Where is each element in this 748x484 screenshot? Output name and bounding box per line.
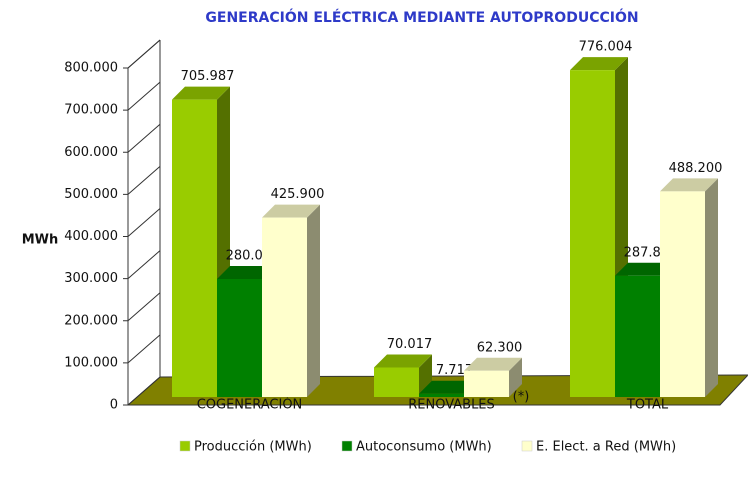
legend-swatch bbox=[521, 440, 533, 452]
bar-face bbox=[307, 204, 320, 397]
bar-face bbox=[705, 178, 718, 397]
tick-mark bbox=[123, 292, 161, 322]
value-label: 62.300 bbox=[477, 340, 523, 355]
bar-face bbox=[615, 262, 673, 276]
tick-mark bbox=[123, 334, 161, 364]
bar-face bbox=[172, 99, 217, 398]
bar-face bbox=[464, 370, 509, 397]
bar-face bbox=[419, 380, 477, 394]
legend-swatch bbox=[341, 440, 353, 452]
legend-label: E. Elect. a Red (MWh) bbox=[536, 440, 676, 455]
tick-mark bbox=[123, 81, 161, 111]
bar bbox=[374, 354, 432, 397]
bar-face bbox=[374, 354, 432, 368]
bar-face bbox=[660, 178, 718, 192]
bar-face bbox=[509, 357, 522, 397]
x-tick-label: TOTAL bbox=[626, 398, 669, 413]
bar-face bbox=[464, 357, 522, 371]
annotation: (*) bbox=[513, 390, 530, 405]
tick-mark bbox=[123, 39, 161, 69]
bar-face bbox=[374, 367, 419, 397]
tick-mark bbox=[123, 208, 161, 237]
y-tick-label: 300.000 bbox=[64, 271, 118, 286]
bar-face bbox=[217, 266, 275, 280]
legend-swatch bbox=[179, 440, 191, 452]
tick-mark bbox=[123, 376, 161, 406]
y-tick-label: 500.000 bbox=[64, 187, 118, 202]
y-axis-label: MWh bbox=[22, 233, 59, 248]
tick-mark bbox=[123, 123, 161, 153]
bar-face bbox=[615, 275, 660, 397]
legend-label: Autoconsumo (MWh) bbox=[356, 440, 492, 455]
value-label: 776.004 bbox=[579, 40, 633, 55]
y-tick-label: 100.000 bbox=[64, 355, 118, 370]
value-label: 425.900 bbox=[271, 187, 325, 202]
value-label: 70.017 bbox=[387, 337, 433, 352]
bar-face bbox=[262, 204, 320, 218]
bar bbox=[660, 178, 718, 397]
y-tick-label: 600.000 bbox=[64, 145, 118, 160]
tick-mark bbox=[123, 165, 161, 195]
bar-face bbox=[660, 191, 705, 397]
x-tick-label: COGENERACIÓN bbox=[197, 397, 303, 413]
y-tick-label: 400.000 bbox=[64, 229, 118, 244]
x-tick-label: RENOVABLES bbox=[408, 398, 495, 413]
y-tick-label: 800.000 bbox=[64, 61, 118, 76]
bar bbox=[262, 204, 320, 397]
y-tick-label: 200.000 bbox=[64, 313, 118, 328]
legend-label: Producción (MWh) bbox=[194, 440, 312, 455]
bar-face bbox=[172, 86, 230, 100]
value-label: 488.200 bbox=[669, 161, 723, 176]
bar-face bbox=[419, 393, 464, 397]
value-label: 705.987 bbox=[181, 69, 235, 84]
y-tick-label: 700.000 bbox=[64, 103, 118, 118]
bar-face bbox=[570, 70, 615, 398]
bar bbox=[464, 357, 522, 397]
bar-face bbox=[570, 57, 628, 71]
value-label: 7.717 bbox=[436, 363, 473, 378]
tick-mark bbox=[123, 250, 161, 280]
bar-face bbox=[262, 217, 307, 397]
chart-title: GENERACIÓN ELÉCTRICA MEDIANTE AUTOPRODUC… bbox=[205, 8, 638, 26]
bar-face bbox=[217, 279, 262, 397]
y-tick-label: 0 bbox=[110, 398, 118, 413]
